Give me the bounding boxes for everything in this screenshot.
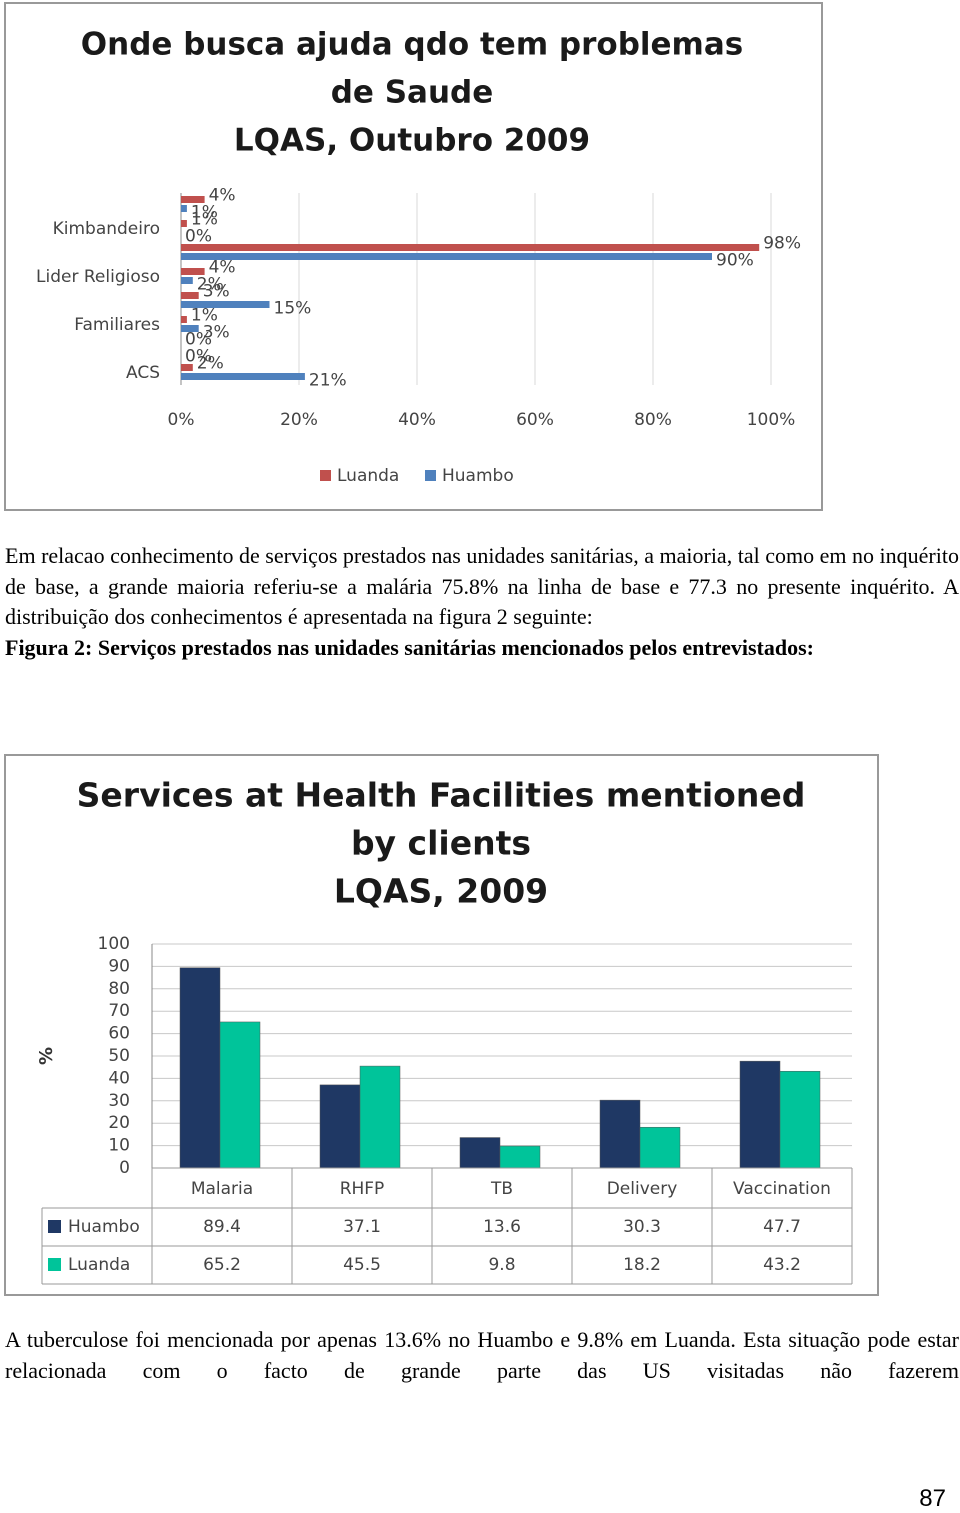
y-tick-label: 40 (108, 1068, 130, 1088)
paragraph: A tuberculose foi mencionada por apenas … (5, 1327, 959, 1383)
y-tick-label: 70 (108, 1001, 130, 1021)
y-tick-label: 60 (108, 1024, 130, 1044)
legend-label: Luanda (68, 1255, 130, 1275)
bar (359, 1065, 401, 1169)
bar (181, 196, 205, 203)
table-value: 45.5 (343, 1255, 381, 1275)
legend-key (48, 1258, 61, 1271)
page-number: 87 (919, 1485, 946, 1512)
table-value: 9.8 (488, 1255, 515, 1275)
y-tick-label: ACS (126, 363, 160, 383)
table-value: 37.1 (343, 1217, 381, 1237)
x-tick-label: Delivery (607, 1179, 678, 1199)
x-tick-label: Malaria (191, 1179, 253, 1199)
data-label: 4% (209, 258, 236, 278)
data-label: 1% (191, 210, 218, 230)
data-label: 4% (209, 186, 236, 206)
x-tick-label: Vaccination (733, 1179, 831, 1199)
legend-label: Luanda (337, 466, 399, 486)
figure-caption: Figura 2: Serviços prestados nas unidade… (5, 634, 814, 660)
data-label: 3% (203, 323, 230, 343)
x-tick-label: 60% (516, 410, 554, 430)
y-tick-label: 30 (108, 1091, 130, 1111)
legend-key (320, 470, 331, 481)
y-tick-label: 100 (98, 934, 130, 954)
table-value: 89.4 (203, 1217, 241, 1237)
chart-title: de Saude (331, 75, 494, 111)
y-tick-label: 90 (108, 956, 130, 976)
data-label: 1% (191, 306, 218, 326)
bar (181, 220, 187, 227)
chart-title: LQAS, 2009 (334, 872, 548, 911)
legend-label: Huambo (442, 466, 514, 486)
bar (181, 253, 712, 260)
bar (181, 277, 193, 284)
y-tick-label: 0 (119, 1158, 130, 1178)
legend-label: Huambo (68, 1217, 140, 1237)
y-tick-label: 20 (108, 1113, 130, 1133)
data-label: 90% (716, 251, 754, 271)
chart-title: LQAS, Outubro 2009 (234, 123, 590, 159)
data-label: 0% (185, 330, 212, 350)
data-label: 15% (274, 299, 312, 319)
table-value: 65.2 (203, 1255, 241, 1275)
x-tick-label: RHFP (340, 1179, 385, 1199)
bar (181, 325, 199, 332)
chart-title: Onde busca ajuda qdo tem problemas (81, 27, 743, 63)
chart-title: Services at Health Facilities mentioned (77, 776, 806, 815)
bar (181, 364, 193, 371)
paragraph: Em relacao conhecimento de serviços pres… (5, 543, 959, 629)
bar (179, 967, 221, 1169)
table-value: 13.6 (483, 1217, 521, 1237)
text-block: Em relacao conhecimento de serviços pres… (5, 541, 959, 663)
y-axis-label: % (36, 1047, 57, 1065)
data-label: 2% (197, 354, 224, 374)
bar (181, 301, 270, 308)
x-tick-label: 100% (747, 410, 796, 430)
legend-key (425, 470, 436, 481)
bar (639, 1126, 681, 1169)
table-value: 18.2 (623, 1255, 661, 1275)
y-tick-label: 10 (108, 1136, 130, 1156)
x-tick-label: 20% (280, 410, 318, 430)
chart-title: by clients (351, 824, 531, 863)
data-label: 0% (185, 227, 212, 247)
y-tick-label: Familiares (74, 315, 160, 335)
bar (181, 316, 187, 323)
data-label: 21% (309, 371, 347, 391)
chart-frame (4, 754, 879, 1296)
bar (779, 1070, 821, 1169)
data-label: 98% (763, 234, 801, 254)
bar (739, 1060, 781, 1169)
data-label: 2% (197, 275, 224, 295)
x-tick-label: 80% (634, 410, 672, 430)
y-tick-label: 80 (108, 979, 130, 999)
data-label: 1% (191, 203, 218, 223)
x-tick-label: 40% (398, 410, 436, 430)
data-label: 0% (185, 347, 212, 367)
y-tick-label: Kimbandeiro (53, 219, 160, 239)
bar (499, 1145, 541, 1169)
table-value: 30.3 (623, 1217, 661, 1237)
bar (181, 268, 205, 275)
bar (599, 1099, 641, 1169)
bar (181, 373, 305, 380)
table-value: 43.2 (763, 1255, 801, 1275)
bar (181, 292, 199, 299)
bar (319, 1084, 361, 1169)
x-tick-label: TB (490, 1179, 513, 1199)
bar (219, 1021, 261, 1169)
data-label: 3% (203, 282, 230, 302)
bar (181, 205, 187, 212)
y-tick-label: Lider Religioso (36, 267, 160, 287)
x-tick-label: 0% (168, 410, 195, 430)
bar (181, 244, 760, 251)
table-value: 47.7 (763, 1217, 801, 1237)
legend-key (48, 1220, 61, 1233)
bar (459, 1137, 501, 1169)
y-tick-label: 50 (108, 1046, 130, 1066)
